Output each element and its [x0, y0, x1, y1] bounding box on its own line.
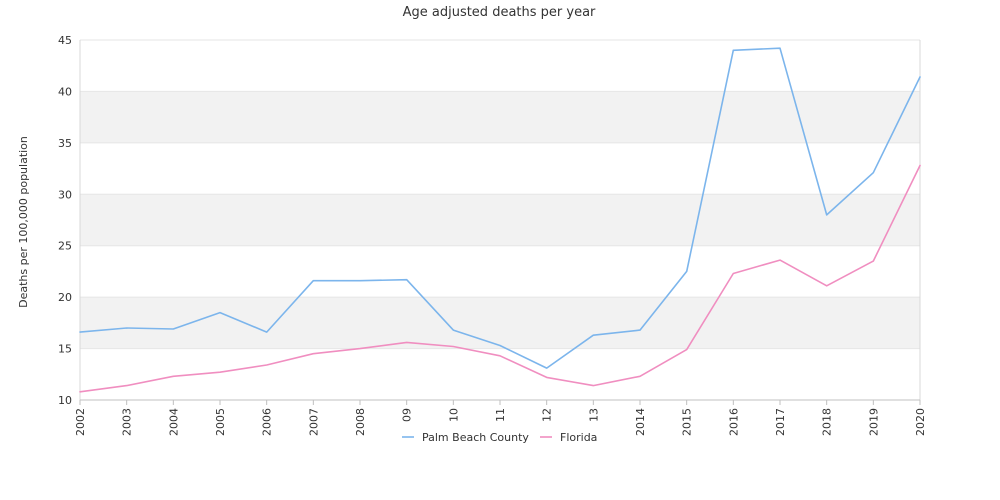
y-tick-label: 10 [58, 394, 72, 407]
y-tick-label: 25 [58, 240, 72, 253]
x-tick-label: 10 [447, 408, 460, 422]
x-tick-label: 2004 [167, 408, 180, 436]
x-tick-label: 11 [494, 408, 507, 422]
grid-band [80, 40, 920, 92]
x-tick-label: 2008 [354, 408, 367, 436]
x-tick-label: 13 [587, 408, 600, 422]
grid-band [80, 194, 920, 246]
x-tick-label: 2018 [821, 408, 834, 436]
x-tick-label: 2006 [261, 408, 274, 436]
y-tick-label: 45 [58, 34, 72, 47]
y-axis-title: Deaths per 100,000 population [17, 136, 30, 308]
x-tick-label: 2007 [307, 408, 320, 436]
x-tick-label: 2003 [121, 408, 134, 436]
y-tick-label: 15 [58, 343, 72, 356]
legend-label: Palm Beach County [422, 431, 529, 444]
grid-band [80, 297, 920, 349]
series-line-florida [79, 164, 921, 393]
y-tick-label: 30 [58, 188, 72, 201]
legend-label: Florida [560, 431, 597, 444]
grid-band [80, 142, 920, 195]
series-group [79, 47, 921, 393]
x-tick-label: 2014 [634, 408, 647, 436]
x-tick-label: 2020 [914, 408, 927, 436]
x-tick-label: 2015 [681, 408, 694, 436]
y-tick-label: 20 [58, 291, 72, 304]
x-tick-label: 2019 [867, 408, 880, 436]
x-tick-label: 2016 [727, 408, 740, 436]
grid-band [80, 348, 920, 400]
series-line-palm-beach-county [79, 47, 921, 369]
x-tick-label: 2017 [774, 408, 787, 436]
chart-title: Age adjusted deaths per year [403, 5, 596, 20]
legend: Palm Beach County Florida [402, 431, 597, 444]
x-tick-label: 12 [541, 408, 554, 422]
y-axis-ticks: 10 15 20 25 30 35 40 45 [58, 34, 72, 407]
x-tick-label: 09 [401, 408, 414, 422]
grid-bands [79, 39, 921, 401]
x-tick-label: 2005 [214, 408, 227, 436]
grid-band [80, 245, 920, 298]
y-tick-label: 40 [58, 85, 72, 98]
x-axis-ticks: 2002 2003 2004 2005 2006 2007 2008 09 10 11 12 13 20… [74, 400, 927, 436]
grid-band [80, 91, 920, 143]
y-tick-label: 35 [58, 137, 72, 150]
x-tick-label: 2002 [74, 408, 87, 436]
